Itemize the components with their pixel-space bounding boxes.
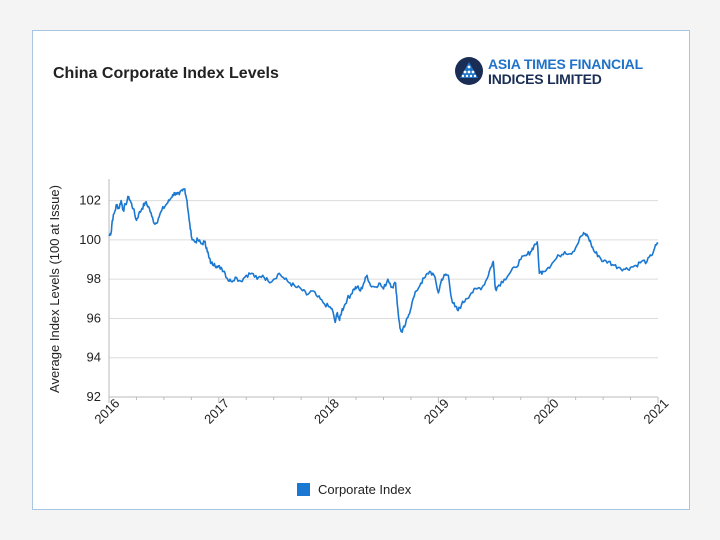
logo-text-line1: ASIA TIMES FINANCIAL — [488, 56, 643, 72]
y-tick-label: 94 — [87, 350, 101, 365]
x-tick-label: 2018 — [311, 396, 342, 427]
series-line-0 — [108, 188, 659, 334]
x-tick-label: 2019 — [421, 396, 452, 427]
chart-title: China Corporate Index Levels — [53, 65, 279, 82]
y-tick-label: 92 — [87, 389, 101, 404]
logo-text-line2: INDICES LIMITED — [488, 71, 602, 87]
x-tick-label: 2017 — [201, 396, 232, 427]
atf-logo-icon — [455, 57, 483, 85]
company-logo: ASIA TIMES FINANCIAL INDICES LIMITED — [454, 55, 664, 91]
legend-label: Corporate Index — [318, 482, 412, 497]
y-axis-label: Average Index Levels (100 at Issue) — [47, 185, 62, 393]
x-tick-label: 2020 — [531, 396, 562, 427]
y-tick-label: 96 — [87, 310, 101, 325]
legend-swatch — [297, 483, 310, 496]
y-tick-label: 98 — [87, 271, 101, 286]
legend: Corporate Index — [297, 482, 411, 497]
y-tick-label: 100 — [79, 232, 101, 247]
y-tick-label: 102 — [79, 193, 101, 208]
x-tick-label: 2021 — [640, 396, 671, 427]
chart-card: China Corporate Index Levels ASIA TIMES … — [32, 30, 690, 510]
